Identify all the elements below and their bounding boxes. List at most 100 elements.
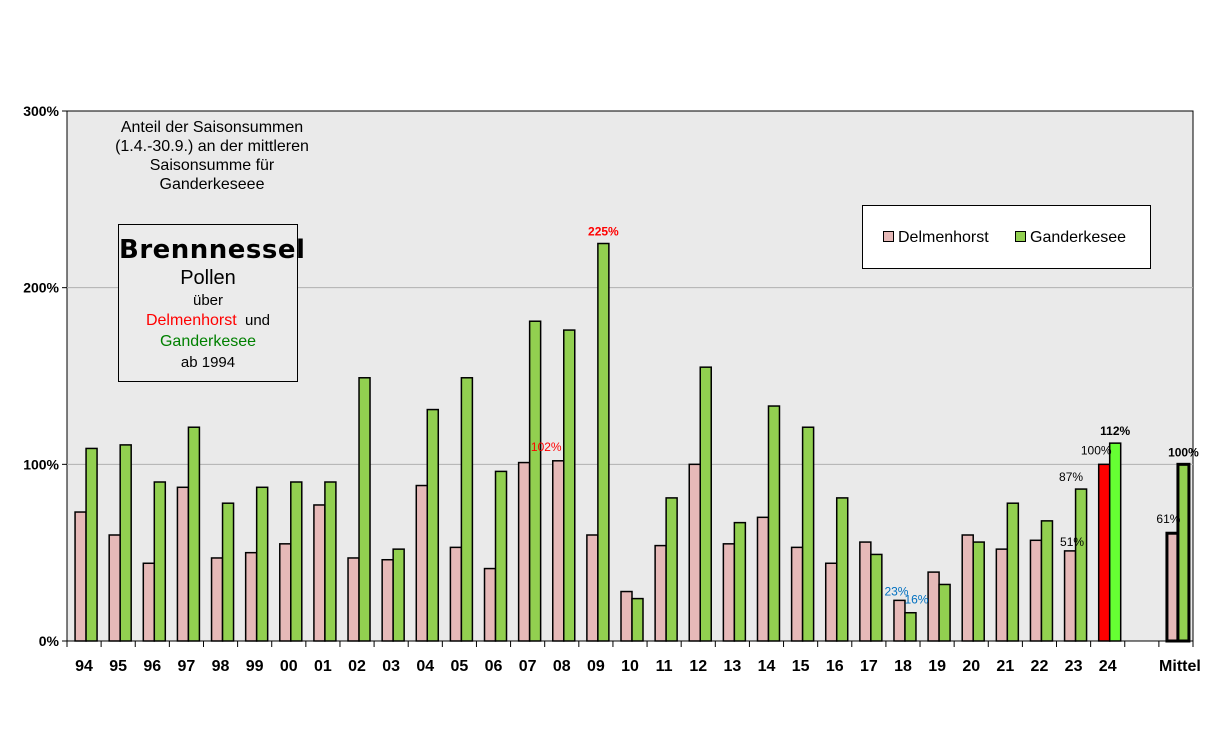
bar-delmenhorst — [552, 460, 565, 642]
x-tick-label: 04 — [416, 658, 434, 675]
bar-ganderkesee — [460, 377, 474, 642]
bar-ganderkesee — [801, 426, 815, 642]
x-tick-label: 97 — [178, 658, 196, 675]
info-und: und — [236, 312, 271, 329]
x-tick-label: 01 — [314, 658, 332, 675]
bar-ganderkesee — [870, 553, 883, 642]
bar-delmenhorst — [722, 543, 736, 642]
x-tick-label: 20 — [962, 658, 980, 675]
x-tick-label: 19 — [928, 658, 946, 675]
info-since: ab 1994 — [180, 354, 236, 371]
x-tick-label: 99 — [246, 658, 264, 675]
bar-ganderkesee — [85, 447, 98, 642]
x-tick-label: 24 — [1099, 658, 1117, 675]
bar-delmenhorst — [688, 463, 701, 642]
bar-delmenhorst — [1097, 463, 1111, 642]
x-tick-label: 94 — [75, 658, 93, 675]
data-label: 23% — [884, 584, 908, 598]
bar-ganderkesee — [358, 377, 371, 642]
data-label: 61% — [1156, 512, 1180, 526]
data-label: 51% — [1060, 535, 1084, 549]
bar-ganderkesee — [153, 481, 167, 642]
x-tick-label: 98 — [212, 658, 230, 675]
bar-delmenhorst — [347, 557, 360, 642]
x-tick-label: 18 — [894, 658, 912, 675]
info-box: Brennnessel Pollen über Delmenhorst und … — [118, 224, 306, 382]
bar-ganderkesee — [767, 405, 781, 642]
x-tick-label: 08 — [553, 658, 571, 675]
bar-ganderkesee — [426, 408, 440, 642]
legend: Delmenhorst Ganderkesee — [862, 205, 1151, 269]
data-label: 102% — [531, 440, 562, 454]
legend-swatch-delmenhorst — [883, 231, 894, 242]
note-line-4: Ganderkeseee — [159, 176, 265, 193]
bar-ganderkesee — [392, 548, 405, 642]
info-line-stations: Delmenhorst und — [119, 312, 297, 330]
bar-delmenhorst — [244, 551, 258, 642]
bar-delmenhorst — [620, 590, 633, 642]
x-tick-label: 11 — [656, 658, 673, 675]
y-tick-label: 300% — [23, 103, 59, 119]
x-tick-label: 10 — [621, 658, 639, 675]
bar-ganderkesee — [972, 541, 985, 642]
info-delmenhorst: Delmenhorst — [145, 312, 237, 329]
bar-delmenhorst — [415, 484, 429, 642]
bar-delmenhorst — [108, 534, 121, 642]
x-tick-label: Mittel — [1159, 658, 1201, 675]
note-line-1: Anteil der Saisonsummen — [120, 119, 304, 136]
legend-label-ganderkesee: Ganderkesee — [1030, 229, 1127, 246]
note-line-2: (1.4.-30.9.) an der mittleren — [115, 138, 309, 155]
x-tick-label: 03 — [382, 658, 400, 675]
bar-delmenhorst — [859, 541, 872, 642]
bar-delmenhorst — [927, 571, 940, 642]
bar-ganderkesee — [665, 497, 678, 642]
bar-delmenhorst — [586, 534, 599, 642]
x-tick-label: 00 — [280, 658, 298, 675]
bar-delmenhorst — [313, 504, 326, 642]
x-tick-label: 22 — [1031, 658, 1049, 675]
x-tick-label: 07 — [519, 658, 537, 675]
bar-delmenhorst — [654, 544, 667, 642]
description-note: Anteil der Saisonsummen (1.4.-30.9.) an … — [82, 118, 342, 194]
bar-delmenhorst — [1029, 539, 1043, 642]
bar-ganderkesee — [255, 486, 269, 642]
x-tick-label: 13 — [723, 658, 741, 675]
info-title: Brennnessel — [119, 235, 306, 265]
x-tick-label: 17 — [860, 658, 878, 675]
bar-ganderkesee — [597, 242, 610, 642]
note-line-3: Saisonsumme für — [149, 157, 275, 174]
y-tick-label: 200% — [23, 280, 59, 296]
bar-ganderkesee — [494, 470, 508, 642]
bar-delmenhorst — [1165, 531, 1180, 643]
info-ganderkesee: Ganderkesee — [159, 333, 257, 350]
bar-delmenhorst — [279, 543, 292, 642]
bar-delmenhorst — [893, 599, 906, 642]
bar-ganderkesee — [528, 320, 542, 642]
x-tick-label: 12 — [689, 658, 707, 675]
bar-ganderkesee — [1108, 442, 1122, 642]
x-tick-label: 95 — [109, 658, 127, 675]
bar-ganderkesee — [290, 481, 303, 642]
bar-delmenhorst — [449, 546, 463, 642]
bar-ganderkesee — [324, 481, 337, 642]
x-tick-label: 23 — [1065, 658, 1083, 675]
bar-delmenhorst — [756, 516, 770, 642]
bar-ganderkesee — [904, 611, 917, 642]
y-tick-label: 100% — [23, 456, 59, 472]
bar-delmenhorst — [210, 557, 224, 642]
x-tick-label: 15 — [792, 658, 810, 675]
info-line-pollen: Pollen — [180, 267, 236, 289]
x-tick-label: 05 — [450, 658, 468, 675]
bar-ganderkesee — [563, 329, 576, 642]
bar-ganderkesee — [1176, 462, 1191, 643]
bar-delmenhorst — [381, 558, 394, 642]
bar-ganderkesee — [119, 444, 132, 642]
x-tick-label: 21 — [996, 658, 1014, 675]
bar-ganderkesee — [1074, 488, 1088, 642]
bar-ganderkesee — [1006, 502, 1020, 642]
bar-ganderkesee — [221, 502, 235, 642]
bar-ganderkesee — [938, 583, 951, 642]
bar-delmenhorst — [995, 548, 1009, 642]
y-tick-label: 0% — [39, 633, 60, 649]
bar-ganderkesee — [699, 366, 712, 642]
